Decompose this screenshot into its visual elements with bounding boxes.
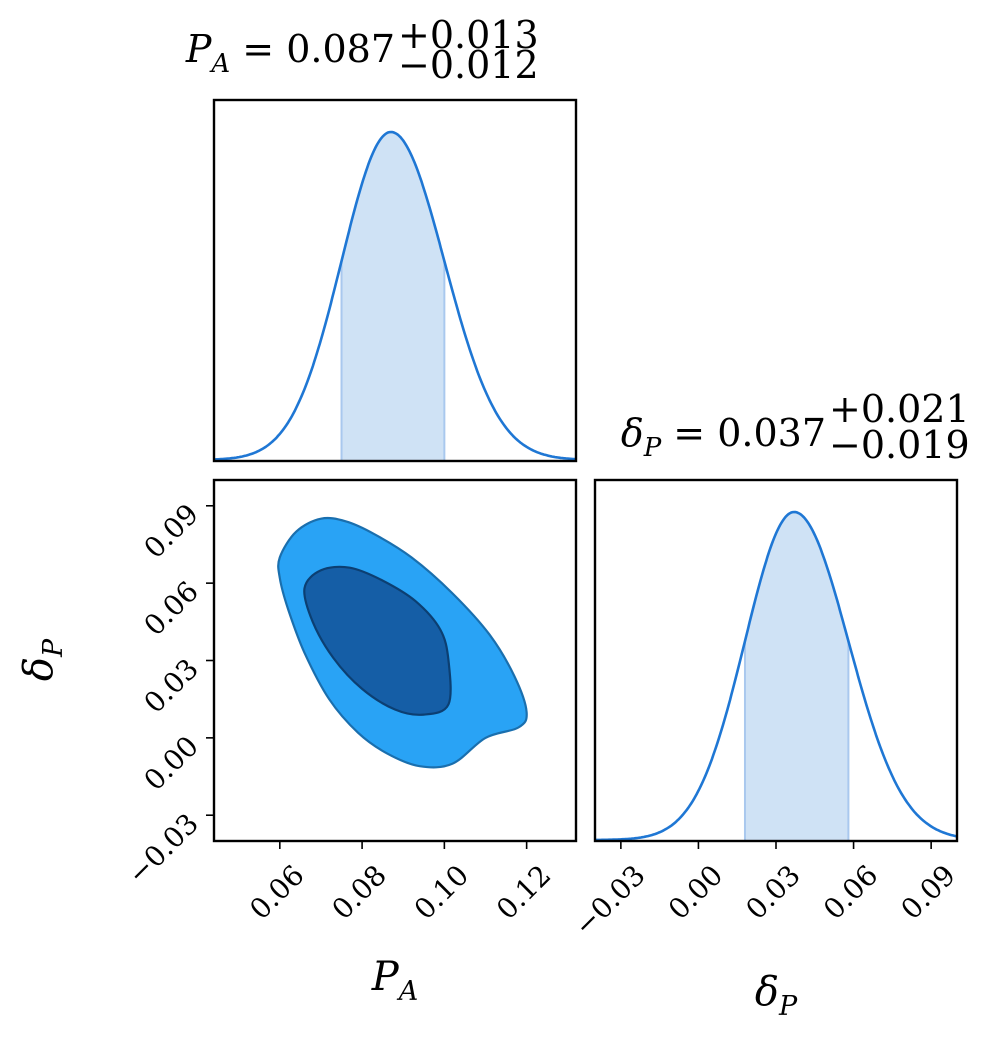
joint-y-ticks: −0.03 0.00 0.03 0.06 0.09 [121, 497, 214, 891]
deltap-y-tick-label: 0.03 [138, 652, 205, 719]
marginal-pa-panel: PA = 0.087 +0.013 −0.012 [185, 13, 578, 463]
deltap-title: δP = 0.037 [621, 411, 826, 463]
marginal-pa-frame [212, 98, 578, 463]
joint-panel: 0.06 0.08 0.10 0.12 −0.030.000.030.060.09 P… [16, 478, 578, 1007]
deltap-x-tick-label: 0.06 [817, 858, 884, 925]
deltap-x-tick-label: 0.09 [895, 858, 962, 925]
deltap-x-ticks: −0.03 0.00 0.03 0.06 0.09 [568, 841, 962, 942]
deltap-y-axis-label: δP [16, 638, 69, 681]
pa-x-tick-label: 0.12 [490, 858, 557, 925]
contour-inner-region [303, 565, 452, 716]
deltap-x-tick-label: 0.03 [739, 858, 806, 925]
deltap-density-curve [595, 510, 957, 841]
deltap-y-tick-label: 0.06 [138, 575, 205, 642]
joint-x-ticks: 0.06 0.08 0.10 0.12 [243, 841, 557, 926]
deltap-credible-interval-fill [745, 512, 849, 840]
pa-x-tick-label: 0.10 [408, 858, 475, 925]
deltap-x-tick-label: −0.03 [568, 858, 652, 942]
deltap-y-tick-label: −0.03 [121, 807, 205, 891]
deltap-title-plus: +0.021 [829, 387, 970, 431]
deltap-x-tick-label: 0.00 [662, 858, 729, 925]
deltap-y-tick-label: 0.00 [138, 729, 205, 796]
pa-x-axis-label: PA [371, 954, 418, 1007]
marginal-deltap-panel: −0.03 0.00 0.03 0.06 0.09 δP = 0.037 +0.021 … [568, 387, 970, 1022]
pa-title-plus: +0.013 [398, 13, 539, 57]
pa-title: PA = 0.087 [185, 27, 395, 79]
pa-title-minus: −0.012 [398, 43, 539, 87]
deltap-title-minus: −0.019 [829, 423, 970, 467]
pa-x-tick-label: 0.06 [243, 858, 310, 925]
deltap-y-tick-label: 0.09 [138, 497, 205, 564]
pa-density-curve [214, 130, 576, 461]
pa-credible-interval-fill [341, 132, 445, 460]
deltap-x-axis-label: δP [755, 969, 798, 1022]
pa-x-tick-label: 0.08 [325, 858, 392, 925]
